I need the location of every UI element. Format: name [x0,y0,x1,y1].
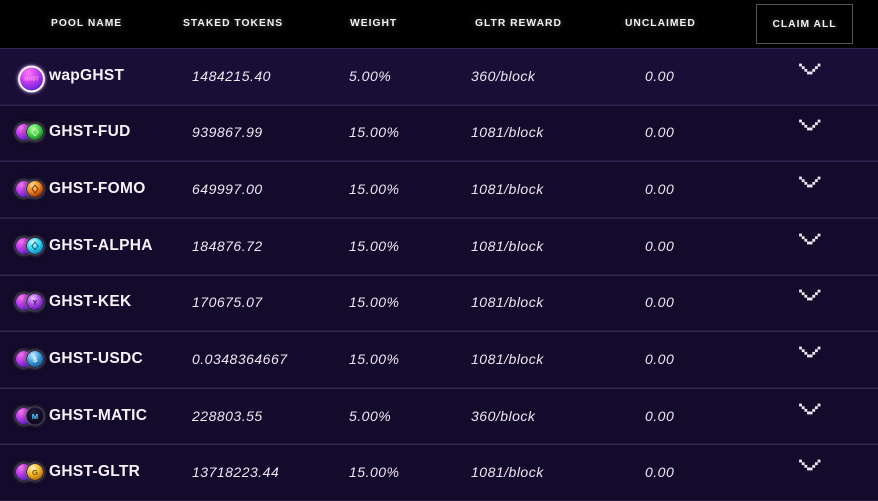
svg-text:Y: Y [33,300,38,307]
svg-text:G: G [32,469,38,478]
svg-text:M: M [32,412,38,421]
svg-text:GHST: GHST [24,77,39,83]
svg-text:$: $ [33,355,38,364]
